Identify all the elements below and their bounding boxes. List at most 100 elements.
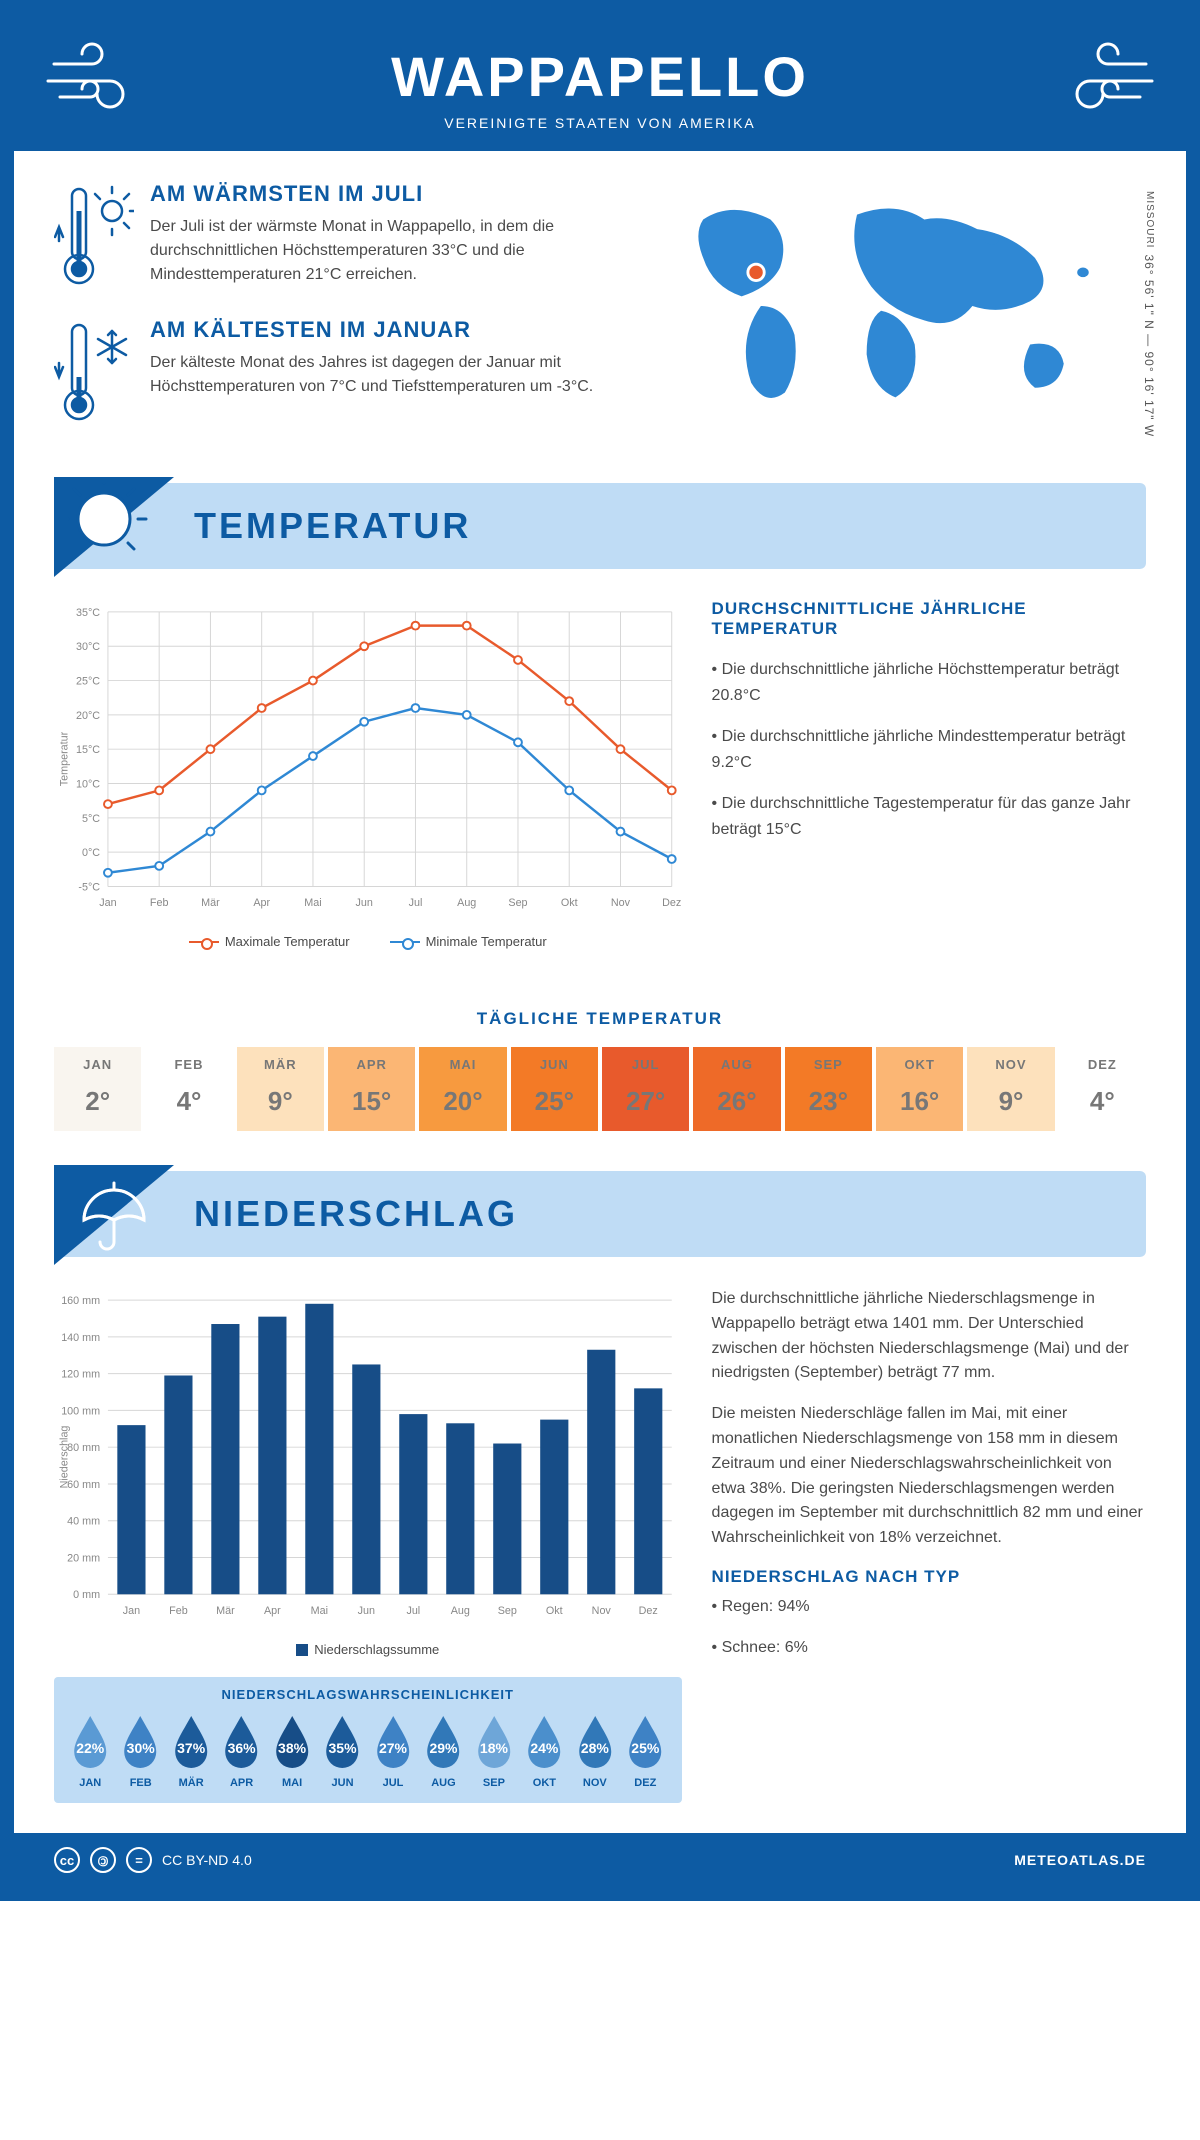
temp-cell: MAI20° [419, 1047, 506, 1131]
daily-temp-title: TÄGLICHE TEMPERATUR [54, 1009, 1146, 1029]
temp-cell: SEP23° [785, 1047, 872, 1131]
temp-facts-title: DURCHSCHNITTLICHE JÄHRLICHE TEMPERATUR [712, 599, 1146, 639]
svg-text:80 mm: 80 mm [67, 1442, 100, 1454]
precip-drop: 22%JAN [68, 1712, 112, 1789]
svg-text:0 mm: 0 mm [73, 1589, 100, 1601]
footer: cc 🄯 = CC BY-ND 4.0 METEOATLAS.DE [14, 1833, 1186, 1887]
svg-text:5°C: 5°C [82, 813, 100, 825]
svg-text:Jan: Jan [99, 897, 116, 909]
temp-cell: DEZ4° [1059, 1047, 1146, 1131]
svg-text:Feb: Feb [150, 897, 169, 909]
warmest-title: AM WÄRMSTEN IM JULI [150, 181, 605, 207]
precip-type-title: NIEDERSCHLAG NACH TYP [712, 1567, 1146, 1587]
svg-text:Aug: Aug [457, 897, 476, 909]
svg-text:120 mm: 120 mm [61, 1369, 100, 1381]
precip-drop: 36%APR [219, 1712, 263, 1789]
svg-text:20 mm: 20 mm [67, 1552, 100, 1564]
svg-text:Okt: Okt [546, 1605, 563, 1617]
svg-text:Temperatur: Temperatur [59, 731, 71, 786]
svg-text:Nov: Nov [611, 897, 631, 909]
svg-text:Okt: Okt [561, 897, 578, 909]
temp-cell: AUG26° [693, 1047, 780, 1131]
temp-fact: • Die durchschnittliche Tagestemperatur … [712, 791, 1146, 842]
precip-drop: 24%OKT [522, 1712, 566, 1789]
temp-fact: • Die durchschnittliche jährliche Mindes… [712, 724, 1146, 775]
section-title: NIEDERSCHLAG [194, 1193, 1146, 1235]
svg-text:Sep: Sep [508, 897, 527, 909]
thermometer-cold-icon [54, 317, 134, 427]
svg-text:30°C: 30°C [76, 641, 100, 653]
temp-cell: JAN2° [54, 1047, 141, 1131]
svg-text:Apr: Apr [253, 897, 270, 909]
coldest-text: Der kälteste Monat des Jahres ist dagege… [150, 351, 605, 399]
precip-type: • Schnee: 6% [712, 1636, 1146, 1661]
svg-text:Niederschlag: Niederschlag [59, 1426, 71, 1489]
temp-cell: JUN25° [511, 1047, 598, 1131]
svg-text:Aug: Aug [451, 1605, 470, 1617]
temp-fact: • Die durchschnittliche jährliche Höchst… [712, 657, 1146, 708]
svg-text:Dez: Dez [639, 1605, 658, 1617]
page-title: WAPPAPELLO [54, 44, 1146, 109]
precip-drop: 18%SEP [472, 1712, 516, 1789]
temp-cell: OKT16° [876, 1047, 963, 1131]
svg-text:Jun: Jun [358, 1605, 375, 1617]
temp-cell: NOV9° [967, 1047, 1054, 1131]
prob-title: NIEDERSCHLAGSWAHRSCHEINLICHKEIT [68, 1687, 668, 1702]
svg-text:-5°C: -5°C [78, 881, 100, 893]
coldest-block: AM KÄLTESTEN IM JANUAR Der kälteste Mona… [54, 317, 605, 427]
precip-probability-panel: NIEDERSCHLAGSWAHRSCHEINLICHKEIT 22%JAN30… [54, 1677, 682, 1803]
wind-icon [1046, 39, 1156, 119]
precip-drop: 35%JUN [320, 1712, 364, 1789]
precip-drop: 38%MAI [270, 1712, 314, 1789]
warmest-text: Der Juli ist der wärmste Monat in Wappap… [150, 215, 605, 287]
page-subtitle: VEREINIGTE STAATEN VON AMERIKA [54, 115, 1146, 131]
chart-legend: Maximale Temperatur Minimale Temperatur [54, 934, 682, 949]
precip-drop: 28%NOV [573, 1712, 617, 1789]
cc-icon: cc [54, 1847, 80, 1873]
svg-text:140 mm: 140 mm [61, 1332, 100, 1344]
precip-type: • Regen: 94% [712, 1595, 1146, 1620]
brand-label: METEOATLAS.DE [1014, 1852, 1146, 1868]
precip-drop: 30%FEB [118, 1712, 162, 1789]
world-map: MISSOURI36° 56' 1" N — 90° 16' 17" W [645, 181, 1146, 453]
coords-label: 36° 56' 1" N — 90° 16' 17" W [1142, 254, 1156, 437]
svg-text:Jul: Jul [409, 897, 423, 909]
svg-text:Feb: Feb [169, 1605, 188, 1617]
precip-para: Die meisten Niederschläge fallen im Mai,… [712, 1402, 1146, 1551]
header-banner: WAPPAPELLO VEREINIGTE STAATEN VON AMERIK… [14, 14, 1186, 151]
temp-cell: JUL27° [602, 1047, 689, 1131]
precip-drop: 25%DEZ [623, 1712, 667, 1789]
svg-text:Jan: Jan [123, 1605, 140, 1617]
precip-banner: NIEDERSCHLAG [54, 1171, 1146, 1257]
temp-cell: APR15° [328, 1047, 415, 1131]
by-icon: 🄯 [90, 1847, 116, 1873]
svg-text:Apr: Apr [264, 1605, 281, 1617]
world-map-icon [645, 181, 1146, 431]
warmest-block: AM WÄRMSTEN IM JULI Der Juli ist der wär… [54, 181, 605, 291]
thermometer-hot-icon [54, 181, 134, 291]
svg-text:35°C: 35°C [76, 607, 100, 619]
precip-para: Die durchschnittliche jährliche Niedersc… [712, 1287, 1146, 1386]
svg-text:Mär: Mär [216, 1605, 235, 1617]
svg-text:Mai: Mai [304, 897, 321, 909]
daily-temp-grid: JAN2°FEB4°MÄR9°APR15°MAI20°JUN25°JUL27°A… [54, 1047, 1146, 1131]
svg-text:0°C: 0°C [82, 847, 100, 859]
svg-text:Mai: Mai [311, 1605, 328, 1617]
svg-text:10°C: 10°C [76, 778, 100, 790]
temp-cell: FEB4° [145, 1047, 232, 1131]
license-label: CC BY-ND 4.0 [162, 1852, 252, 1868]
svg-text:40 mm: 40 mm [67, 1516, 100, 1528]
nd-icon: = [126, 1847, 152, 1873]
temperature-banner: TEMPERATUR [54, 483, 1146, 569]
precip-drop: 37%MÄR [169, 1712, 213, 1789]
precip-bar-chart: 0 mm20 mm40 mm60 mm80 mm100 mm120 mm140 … [54, 1287, 682, 1627]
temp-cell: MÄR9° [237, 1047, 324, 1131]
svg-text:Mär: Mär [201, 897, 220, 909]
coldest-title: AM KÄLTESTEN IM JANUAR [150, 317, 605, 343]
precip-drop: 27%JUL [371, 1712, 415, 1789]
temperature-line-chart: -5°C0°C5°C10°C15°C20°C25°C30°C35°CJanFeb… [54, 599, 682, 919]
svg-text:Sep: Sep [498, 1605, 517, 1617]
svg-text:160 mm: 160 mm [61, 1295, 100, 1307]
svg-text:25°C: 25°C [76, 675, 100, 687]
umbrella-icon [54, 1165, 174, 1265]
